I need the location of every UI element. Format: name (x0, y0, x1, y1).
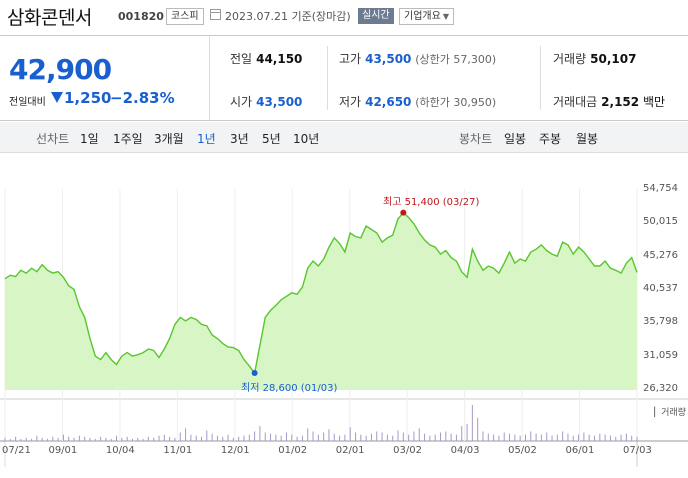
candle-daily[interactable]: 일봉 (504, 132, 527, 146)
prev-close-value: 44,150 (256, 52, 303, 66)
prev-close-cell: 전일 44,150 (230, 50, 302, 67)
y-tick-label: 45,276 (643, 249, 678, 261)
stock-code: 001820 (118, 10, 164, 23)
x-tick-label: 10/04 (105, 445, 135, 456)
period-1y[interactable]: 1년 (197, 132, 216, 146)
high-value: 43,500 (365, 52, 412, 66)
candle-monthly[interactable]: 월봉 (576, 132, 599, 146)
open-cell: 시가 43,500 (230, 93, 302, 110)
x-tick-label: 07/03 (623, 445, 652, 456)
divider (540, 46, 541, 110)
x-tick-label: 04/03 (450, 445, 480, 456)
divider (327, 46, 328, 110)
current-price: 42,900 (9, 53, 112, 86)
stock-name[interactable]: 삼화콘덴서 (7, 7, 92, 29)
high-label: 고가 (339, 52, 362, 66)
calendar-icon (210, 9, 221, 20)
volume-value: 50,107 (590, 52, 637, 66)
x-tick-label: 07/21 (2, 445, 31, 456)
low-cell: 저가 42,650 (하한가 30,950) (339, 93, 496, 110)
stock-header: 삼화콘덴서 001820 코스피 2023.07.21 기준(장마감) 실시간 … (0, 0, 688, 34)
company-overview-label: 기업개요 (404, 11, 441, 22)
prev-close-label: 전일 (230, 52, 253, 66)
quote-panel: 42,900 전일대비 1,250 −2.83% 전일 44,150 고가 43,5… (0, 35, 688, 121)
period-tabs: 선차트 1일 1주일 3개월 1년 3년 5년 10년 봉차트 일봉 주봉 월봉 (0, 122, 688, 153)
change-percent: −2.83% (110, 89, 175, 107)
y-tick-label: 40,537 (643, 283, 678, 294)
open-value: 43,500 (256, 95, 303, 109)
volume-legend: ▏거래량 (654, 408, 686, 418)
y-tick-label: 35,798 (643, 316, 678, 328)
x-tick-label: 06/01 (565, 445, 595, 456)
candle-weekly[interactable]: 주봉 (539, 132, 562, 146)
line-chart-label: 선차트 (36, 132, 70, 146)
high-cell: 고가 43,500 (상한가 57,300) (339, 50, 496, 67)
y-tick-label: 54,754 (643, 183, 678, 194)
x-tick-label: 01/02 (278, 445, 308, 456)
period-3y[interactable]: 3년 (230, 132, 249, 146)
candle-chart-label: 봉차트 (459, 132, 493, 146)
x-tick-label: 02/01 (335, 445, 365, 456)
period-1d[interactable]: 1일 (80, 132, 99, 146)
period-10y[interactable]: 10년 (293, 132, 320, 146)
current-price-box: 42,900 전일대비 1,250 −2.83% (0, 36, 210, 120)
x-tick-label: 05/02 (508, 445, 537, 456)
price-chart-svg (0, 189, 688, 467)
period-3m[interactable]: 3개월 (154, 132, 184, 146)
down-triangle-icon (51, 92, 63, 103)
y-tick-label: 31,059 (643, 349, 678, 361)
price-line (4, 211, 638, 375)
volume-legend-label: 거래량 (661, 408, 686, 418)
period-5y[interactable]: 5년 (262, 132, 281, 146)
low-value: 42,650 (365, 95, 412, 109)
market-badge: 코스피 (166, 8, 204, 25)
amount-value: 2,152 (601, 95, 640, 109)
price-area-fill (5, 212, 637, 389)
max-price-label: 최고 51,400 (03/27) (383, 197, 480, 208)
quote-date: 2023.07.21 기준(장마감) (225, 10, 351, 23)
low-label: 저가 (339, 95, 362, 109)
company-overview-dropdown[interactable]: 기업개요 ▼ (399, 8, 454, 25)
max-point (400, 209, 407, 216)
price-chart[interactable]: 54,754 50,015 45,276 40,537 35,798 31,059 26,3… (0, 175, 688, 474)
amount-label: 거래대금 (553, 95, 598, 109)
x-tick-label: 11/01 (163, 445, 193, 456)
x-tick-label: 12/01 (220, 445, 250, 456)
change-amount: 1,250 (64, 89, 112, 107)
period-1w[interactable]: 1주일 (113, 132, 143, 146)
amount-cell: 거래대금 2,152 백만 (553, 93, 665, 110)
y-tick-label: 26,320 (643, 383, 678, 394)
x-tick-label: 09/01 (48, 445, 78, 456)
open-label: 시가 (230, 95, 253, 109)
realtime-button[interactable]: 실시간 (358, 8, 394, 24)
lower-limit: (하한가 30,950) (415, 96, 497, 109)
min-price-label: 최저 28,600 (01/03) (241, 383, 338, 394)
amount-unit: 백만 (642, 95, 666, 109)
volume-cell: 거래량 50,107 (553, 50, 636, 67)
x-tick-label: 03/02 (393, 445, 422, 456)
min-point (251, 369, 258, 376)
volume-label: 거래량 (553, 52, 587, 66)
chevron-down-icon: ▼ (442, 12, 449, 21)
upper-limit: (상한가 57,300) (415, 53, 497, 66)
change-label: 전일대비 (9, 97, 46, 108)
y-tick-label: 50,015 (643, 216, 678, 228)
